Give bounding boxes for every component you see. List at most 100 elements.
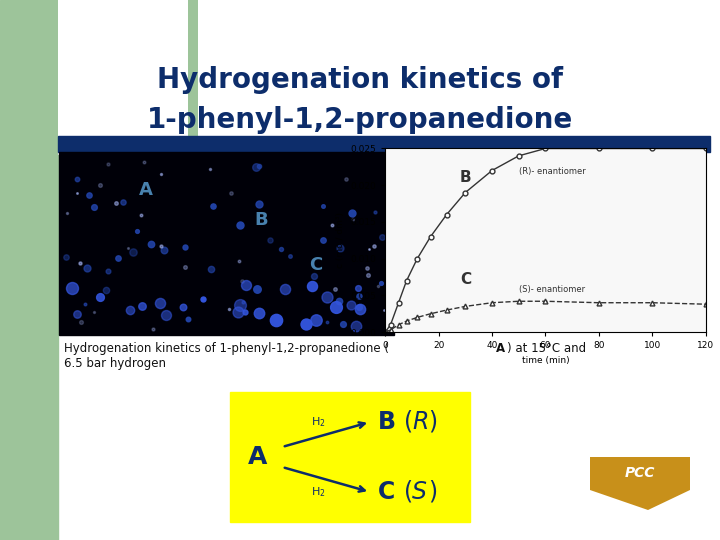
Polygon shape xyxy=(590,457,690,510)
Point xyxy=(71,174,83,183)
Point xyxy=(368,241,379,250)
Bar xyxy=(58,136,710,152)
Point xyxy=(251,285,262,294)
Point xyxy=(270,316,282,325)
Point xyxy=(318,201,329,210)
Point xyxy=(300,320,312,328)
Text: A: A xyxy=(248,445,268,469)
Text: (R)- enantiomer: (R)- enantiomer xyxy=(518,167,585,176)
Point xyxy=(76,318,87,326)
Point xyxy=(346,209,358,218)
Point xyxy=(137,301,148,310)
Point xyxy=(250,163,261,172)
Point xyxy=(337,320,348,328)
Text: B: B xyxy=(460,170,472,185)
Point xyxy=(233,256,245,265)
Point xyxy=(197,295,209,303)
Point xyxy=(223,305,235,314)
Point xyxy=(100,286,112,294)
Point xyxy=(145,239,157,248)
Point xyxy=(160,311,171,320)
Point xyxy=(148,325,159,334)
Point xyxy=(158,246,170,254)
Point xyxy=(225,188,236,197)
Point xyxy=(329,285,341,293)
Point xyxy=(346,301,357,309)
Point xyxy=(94,292,106,301)
Text: R: R xyxy=(412,410,428,434)
Text: C: C xyxy=(309,256,323,274)
Point xyxy=(138,158,150,167)
Point xyxy=(71,188,83,197)
Text: H$_2$: H$_2$ xyxy=(311,485,325,499)
Bar xyxy=(58,0,188,155)
Bar xyxy=(0,0,58,540)
Point xyxy=(89,307,100,316)
Text: B: B xyxy=(254,211,268,229)
Point xyxy=(369,207,380,216)
Point xyxy=(127,247,139,256)
Point xyxy=(179,243,191,252)
Point xyxy=(333,296,344,305)
Point xyxy=(353,284,364,292)
Point xyxy=(334,244,346,253)
Text: ): ) xyxy=(428,480,437,504)
Text: C: C xyxy=(460,272,471,287)
Text: H$_2$: H$_2$ xyxy=(311,415,325,429)
Point xyxy=(363,245,374,253)
Point xyxy=(71,310,82,319)
Point xyxy=(379,306,390,314)
Point xyxy=(375,278,387,287)
Point xyxy=(253,309,265,318)
Text: C: C xyxy=(378,480,403,504)
FancyBboxPatch shape xyxy=(58,0,188,155)
Point xyxy=(279,284,290,293)
Point xyxy=(205,265,217,273)
Point xyxy=(232,308,243,316)
Point xyxy=(372,281,383,290)
Point xyxy=(179,263,190,272)
Point xyxy=(354,302,365,311)
Point xyxy=(89,203,100,212)
Point xyxy=(103,266,114,275)
Point xyxy=(73,258,85,267)
Y-axis label: c (mo / dm³): c (mo / dm³) xyxy=(336,212,345,268)
Point xyxy=(60,253,72,261)
Point xyxy=(362,271,374,280)
Point xyxy=(354,292,365,300)
Text: Hydrogenation kinetics of: Hydrogenation kinetics of xyxy=(157,66,563,94)
Point xyxy=(330,303,341,312)
Point xyxy=(276,245,287,253)
X-axis label: time (min): time (min) xyxy=(521,356,570,364)
Point xyxy=(207,201,219,210)
Text: ) at 15°C and: ) at 15°C and xyxy=(507,342,586,355)
Point xyxy=(321,318,333,327)
Point xyxy=(83,191,94,199)
Point xyxy=(264,235,276,244)
Point xyxy=(117,198,128,206)
Point xyxy=(310,316,322,325)
Point xyxy=(110,199,122,207)
Point xyxy=(321,293,333,301)
Text: PCC: PCC xyxy=(625,466,655,480)
Point xyxy=(376,233,387,241)
Point xyxy=(284,252,296,260)
Text: (: ( xyxy=(404,410,413,434)
Point xyxy=(239,307,251,316)
Point xyxy=(306,282,318,291)
Point xyxy=(131,226,143,235)
Bar xyxy=(230,392,470,522)
Text: A: A xyxy=(496,342,505,355)
Point xyxy=(253,161,265,170)
Point xyxy=(341,175,352,184)
Point xyxy=(308,272,320,280)
Text: (S)- enantiomer: (S)- enantiomer xyxy=(518,285,585,294)
Point xyxy=(234,220,246,229)
Text: 6.5 bar hydrogen: 6.5 bar hydrogen xyxy=(64,357,166,370)
Point xyxy=(81,264,92,273)
Text: B: B xyxy=(378,410,404,434)
Point xyxy=(124,306,135,315)
Point xyxy=(94,180,106,189)
Text: ): ) xyxy=(428,410,437,434)
Point xyxy=(317,235,328,244)
